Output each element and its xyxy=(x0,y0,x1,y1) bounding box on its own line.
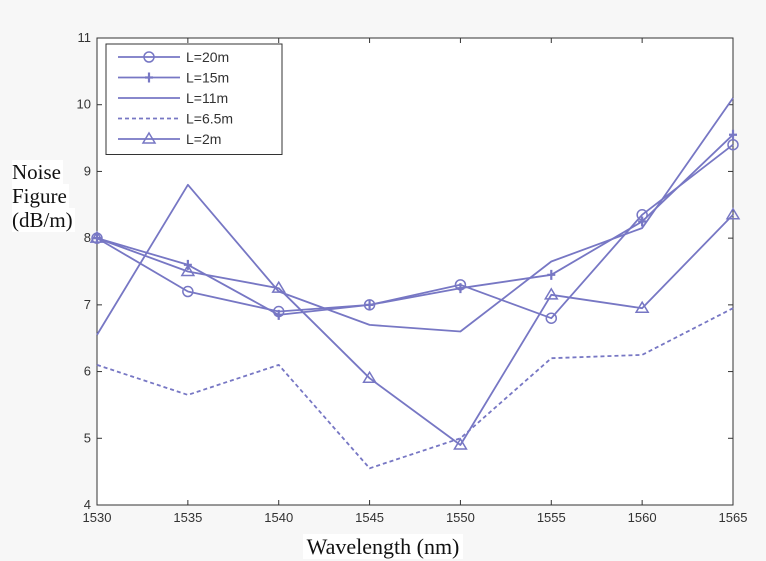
y-tick-label: 5 xyxy=(84,430,91,445)
y-axis-label-line-2: Figure xyxy=(12,184,69,208)
y-tick-label: 6 xyxy=(84,364,91,379)
data-point xyxy=(545,312,558,324)
y-tick-label: 9 xyxy=(84,163,91,178)
x-tick-label: 1535 xyxy=(173,510,202,525)
y-tick-label: 7 xyxy=(84,297,91,312)
legend-entry-label: L=6.5m xyxy=(186,111,233,127)
data-point xyxy=(362,370,377,383)
series-l-2m xyxy=(89,207,741,450)
data-point xyxy=(729,129,737,140)
x-axis-label-wrap: Wavelength (nm) xyxy=(0,534,766,560)
y-tick-label: 11 xyxy=(78,30,92,45)
data-point xyxy=(365,299,374,310)
x-tick-label: 1530 xyxy=(83,510,112,525)
data-point xyxy=(182,285,194,298)
x-tick-label: 1545 xyxy=(355,510,384,525)
data-point xyxy=(180,264,196,277)
x-tick-label: 1550 xyxy=(446,510,475,525)
legend-entry-label: L=20m xyxy=(186,49,229,65)
x-tick-label: 1565 xyxy=(719,510,748,525)
y-tick-label: 4 xyxy=(84,497,91,512)
data-point xyxy=(456,283,465,294)
x-tick-label: 1560 xyxy=(628,510,657,525)
legend-entry-label: L=2m xyxy=(186,131,221,147)
series-l-15m xyxy=(93,129,737,320)
legend-entry-label: L=15m xyxy=(186,70,229,86)
y-axis-label-line-1: Noise xyxy=(12,160,63,184)
data-point xyxy=(725,207,741,220)
series-l-11m xyxy=(96,97,734,336)
series-line xyxy=(96,97,734,336)
legend-box xyxy=(105,43,283,155)
x-tick-label: 1540 xyxy=(264,510,293,525)
legend-entry-label: L=11m xyxy=(186,90,228,106)
y-tick-label: 8 xyxy=(84,230,91,245)
data-point xyxy=(727,138,739,151)
data-point xyxy=(274,309,283,320)
data-point xyxy=(547,269,556,280)
legend-marker xyxy=(141,131,157,144)
data-point xyxy=(453,437,468,450)
series-line xyxy=(96,214,734,446)
data-point xyxy=(638,216,647,227)
data-point xyxy=(89,230,105,243)
series-line xyxy=(96,134,734,316)
data-point xyxy=(543,287,559,300)
data-point xyxy=(271,280,287,293)
y-tick-label: 10 xyxy=(77,97,91,112)
y-axis-label-line-3: (dB/m) xyxy=(12,208,75,232)
x-tick-label: 1555 xyxy=(537,510,566,525)
legend: L=20m L=15m L=11m L=6.5m L=2m xyxy=(105,43,283,155)
x-axis-label: Wavelength (nm) xyxy=(302,534,464,559)
legend-marker xyxy=(145,72,153,83)
series-line xyxy=(96,143,734,320)
data-point xyxy=(634,300,650,313)
legend-marker xyxy=(143,51,155,63)
